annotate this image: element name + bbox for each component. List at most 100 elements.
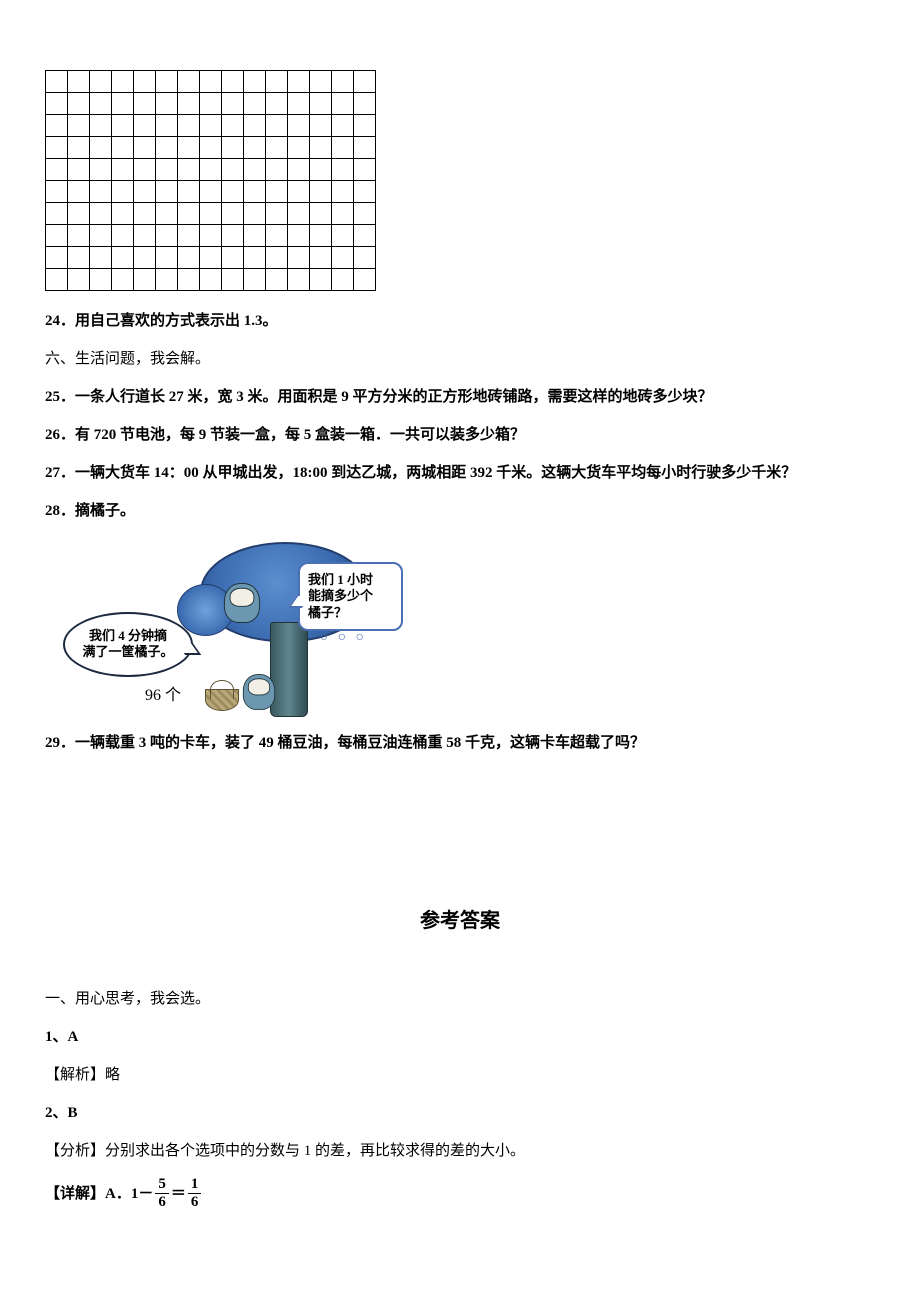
grid-cell (288, 137, 310, 159)
grid-cell (266, 159, 288, 181)
grid-cell (200, 115, 222, 137)
expr-frac1-den: 6 (155, 1194, 169, 1210)
expr-lhs-int: 1 (131, 1182, 139, 1206)
grid-cell (266, 247, 288, 269)
grid-cell (332, 93, 354, 115)
grid-cell (222, 247, 244, 269)
grid-cell (178, 181, 200, 203)
grid-cell (332, 115, 354, 137)
grid-cell (134, 71, 156, 93)
grid-cell (156, 247, 178, 269)
grid-cell (222, 203, 244, 225)
grid-cell (200, 269, 222, 291)
grid-cell (266, 137, 288, 159)
grid-cell (310, 159, 332, 181)
grid-cell (354, 71, 376, 93)
grid-cell (310, 269, 332, 291)
grid-cell (332, 225, 354, 247)
expr-frac2: 1 6 (188, 1177, 202, 1210)
speech-bubble-right: 我们 1 小时 能摘多少个 橘子？ (298, 562, 403, 631)
grid-cell (178, 93, 200, 115)
grid-cell (310, 247, 332, 269)
expr-frac1-num: 5 (155, 1177, 169, 1194)
grid-cell (112, 225, 134, 247)
expr-frac2-num: 1 (188, 1177, 202, 1194)
grid-cell (134, 115, 156, 137)
grid-cell (244, 225, 266, 247)
grid-cell (200, 247, 222, 269)
grid-cell (156, 203, 178, 225)
grid-cell (288, 159, 310, 181)
grid-cell (90, 93, 112, 115)
grid-cell (244, 71, 266, 93)
grid-cell (244, 93, 266, 115)
grid-cell (46, 269, 68, 291)
grid-cell (134, 269, 156, 291)
grid-cell (90, 181, 112, 203)
bubble-right-line1: 我们 1 小时 (308, 572, 373, 587)
grid-cell (68, 159, 90, 181)
grid-cell (178, 225, 200, 247)
grid-cell (222, 159, 244, 181)
expr-frac2-den: 6 (188, 1194, 202, 1210)
grid-cell (156, 159, 178, 181)
grid-cell (222, 71, 244, 93)
grid-cell (266, 181, 288, 203)
grid-cell (310, 181, 332, 203)
grid-cell (310, 203, 332, 225)
grid-cell (266, 115, 288, 137)
grid-cell (266, 71, 288, 93)
grid-cell (112, 71, 134, 93)
grid-cell (354, 137, 376, 159)
grid-cell (46, 115, 68, 137)
grid-cell (156, 115, 178, 137)
grid-cell (288, 247, 310, 269)
grid-cell (46, 181, 68, 203)
grid-cell (244, 137, 266, 159)
grid-cell (68, 247, 90, 269)
grid-cell (156, 137, 178, 159)
thought-bubbles-icon: ○ ○ ○ (320, 627, 367, 649)
grid-cell (266, 203, 288, 225)
grid-cell (90, 247, 112, 269)
grid-cell (46, 137, 68, 159)
grid-cell (332, 269, 354, 291)
grid-cell (178, 203, 200, 225)
grid-cell (178, 115, 200, 137)
question-24: 24．用自己喜欢的方式表示出 1.3。 (45, 309, 875, 333)
grid-cell (156, 269, 178, 291)
grid-cell (332, 203, 354, 225)
grid-cell (68, 137, 90, 159)
grid-cell (178, 71, 200, 93)
grid-cell (134, 247, 156, 269)
grid-cell (200, 181, 222, 203)
grid-cell (222, 93, 244, 115)
grid-cell (112, 203, 134, 225)
grid-cell (332, 181, 354, 203)
expr-eq: ＝ (171, 1182, 186, 1206)
grid-cell (134, 225, 156, 247)
grid-cell (288, 93, 310, 115)
question-29: 29．一辆载重 3 吨的卡车，装了 49 桶豆油，每桶豆油连桶重 58 千克，这… (45, 731, 875, 755)
grid-cell (332, 71, 354, 93)
grid-cell (90, 225, 112, 247)
grid-cell (134, 137, 156, 159)
grid-cell (288, 71, 310, 93)
answer-2: 2、B (45, 1101, 875, 1125)
grid-cell (222, 115, 244, 137)
grid-cell (354, 269, 376, 291)
grid-cell (156, 181, 178, 203)
grid-cell (200, 71, 222, 93)
grid-cell (354, 181, 376, 203)
grid-cell (200, 137, 222, 159)
grid-cell (90, 71, 112, 93)
grid-cell (112, 181, 134, 203)
grid-cell (46, 93, 68, 115)
grid-cell (244, 269, 266, 291)
grid-cell (310, 115, 332, 137)
expr-frac1: 5 6 (155, 1177, 169, 1210)
grid-cell (244, 181, 266, 203)
grid-cell (178, 269, 200, 291)
basket-count-label: 96 个 (145, 683, 181, 709)
grid-cell (200, 203, 222, 225)
